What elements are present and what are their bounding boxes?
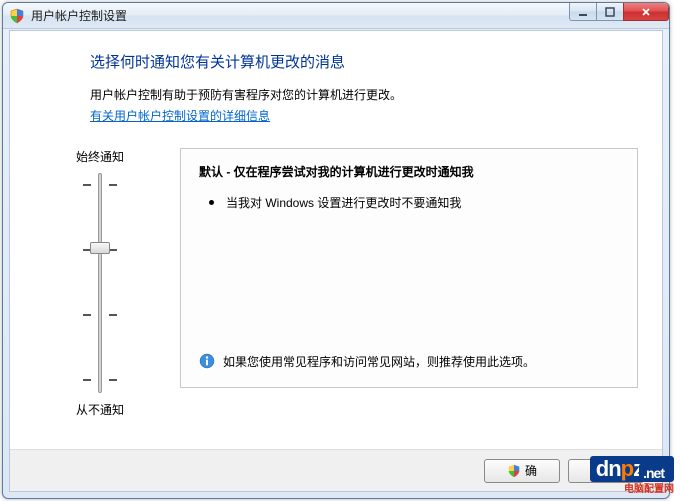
slider-thumb[interactable] — [90, 242, 110, 254]
page-subtext: 用户帐户控制有助于预防有害程序对您的计算机进行更改。 — [90, 86, 638, 103]
recommendation-text: 如果您使用常见程序和访问常见网站，则推荐使用此选项。 — [223, 353, 535, 371]
page-heading: 选择何时通知您有关计算机更改的消息 — [90, 51, 638, 72]
recommendation-row: 如果您使用常见程序和访问常见网站，则推荐使用此选项。 — [199, 353, 619, 371]
bullet-text: 当我对 Windows 设置进行更改时不要通知我 — [226, 194, 461, 211]
ok-button-label: 确 — [525, 462, 537, 479]
maximize-button[interactable] — [596, 3, 624, 21]
help-link[interactable]: 有关用户帐户控制设置的详细信息 — [90, 109, 270, 123]
slider-tick — [109, 249, 117, 251]
slider-label-always: 始终通知 — [40, 148, 160, 165]
info-icon — [199, 353, 215, 369]
uac-settings-window: 用户帐户控制设置 选择何时通知您有关计算机更改的消息 用户帐户控制有助于预防有害… — [2, 2, 670, 499]
shield-icon — [507, 464, 521, 478]
slider-tick — [109, 314, 117, 316]
slider-label-never: 从不通知 — [40, 401, 160, 418]
window-controls — [570, 3, 669, 23]
ok-button[interactable]: 确 — [484, 459, 560, 483]
slider-tick — [109, 184, 117, 186]
cancel-button-label: 取 — [600, 462, 612, 479]
slider-tick — [83, 314, 91, 316]
description-bullet: 当我对 Windows 设置进行更改时不要通知我 — [199, 194, 619, 211]
shield-icon — [9, 8, 25, 24]
description-title: 默认 - 仅在程序尝试对我的计算机进行更改时通知我 — [199, 163, 619, 180]
titlebar[interactable]: 用户帐户控制设置 — [3, 3, 669, 29]
client-area: 选择何时通知您有关计算机更改的消息 用户帐户控制有助于预防有害程序对您的计算机进… — [9, 30, 663, 492]
footer-bar: 确 取 — [10, 449, 662, 491]
cancel-button[interactable]: 取 — [568, 459, 644, 483]
close-button[interactable] — [623, 3, 669, 21]
slider-tick — [109, 379, 117, 381]
slider-tick — [83, 379, 91, 381]
notification-slider[interactable] — [40, 173, 160, 393]
description-panel: 默认 - 仅在程序尝试对我的计算机进行更改时通知我 当我对 Windows 设置… — [180, 148, 638, 388]
window-title: 用户帐户控制设置 — [31, 7, 127, 24]
bullet-icon — [209, 200, 214, 205]
slider-column: 始终通知 从不通知 — [40, 148, 160, 418]
minimize-button[interactable] — [569, 3, 597, 21]
slider-tick — [83, 184, 91, 186]
